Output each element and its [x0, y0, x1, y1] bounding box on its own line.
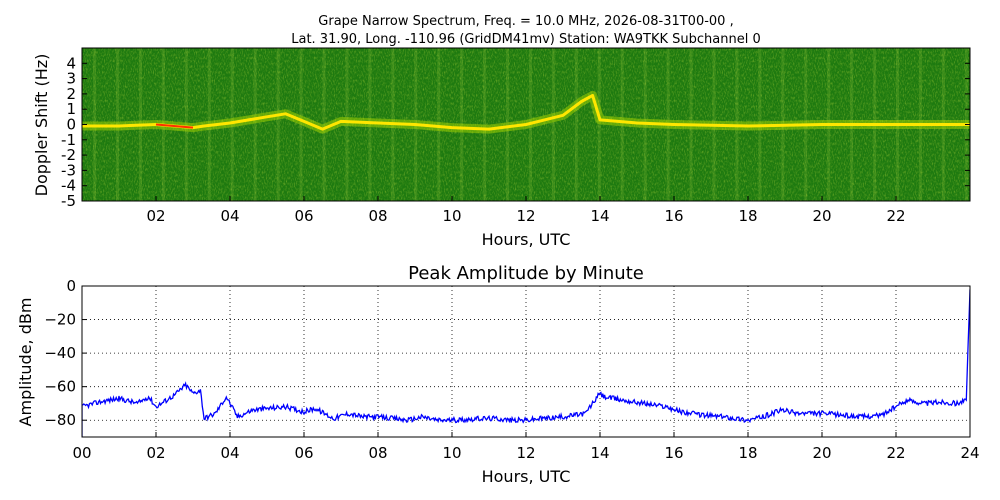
spectrogram-stripe [597, 48, 601, 201]
spectrogram-y-label: Doppler Shift (Hz) [32, 54, 51, 197]
spectrogram-stripe [230, 48, 234, 201]
amplitude-x-tick-label: 12 [516, 444, 535, 462]
spectrogram-y-tick-label: 1 [66, 100, 76, 118]
spectrogram-x-tick-label: 04 [220, 207, 239, 225]
spectrogram-y-tick-label: -4 [61, 177, 76, 195]
spectrogram-y-tick-label: 0 [66, 116, 76, 134]
amplitude-panel: Peak Amplitude by Minute 0 −20 −40 −60 −80 0… [16, 263, 980, 486]
spectrogram-stripe [299, 48, 303, 201]
amplitude-x-tick-label: 06 [294, 444, 313, 462]
amplitude-y-tick-label: 0 [66, 277, 76, 295]
spectrogram-y-tick-label: 2 [66, 85, 76, 103]
amplitude-y-tick-label: −20 [44, 311, 76, 329]
spectrogram-x-label: Hours, UTC [482, 230, 571, 249]
amplitude-y-tick-label: −80 [44, 411, 76, 429]
amplitude-x-tick-label: 10 [442, 444, 461, 462]
amplitude-x-tick-label: 08 [368, 444, 387, 462]
amplitude-y-tick-label: −40 [44, 344, 76, 362]
spectrogram-title-line1: Grape Narrow Spectrum, Freq. = 10.0 MHz,… [318, 14, 733, 29]
spectrogram-y-tick-label: -3 [61, 161, 76, 179]
spectrogram-x-tick-label: 12 [516, 207, 535, 225]
amplitude-series-line [82, 289, 970, 437]
spectrogram-stripe [620, 48, 624, 201]
spectrogram-y-tick-label: 4 [66, 54, 76, 72]
spectrogram-y-tick-label: -2 [61, 146, 76, 164]
spectrogram-x-tick-label: 06 [294, 207, 313, 225]
amplitude-x-tick-label: 22 [886, 444, 905, 462]
amplitude-x-tick-label: 00 [72, 444, 91, 462]
spectrogram-x-tick-label: 02 [146, 207, 165, 225]
amplitude-x-tick-label: 14 [590, 444, 609, 462]
amplitude-x-label: Hours, UTC [482, 467, 571, 486]
spectrogram-x-tick-label: 16 [664, 207, 683, 225]
carrier-trace-hot [155, 123, 194, 129]
spectrogram-stripe [276, 48, 280, 201]
spectrogram-stripe [437, 48, 441, 201]
amplitude-x-tick-label: 04 [220, 444, 239, 462]
amplitude-x-tick-label: 02 [146, 444, 165, 462]
amplitude-y-ticks: 0 −20 −40 −60 −80 [44, 277, 87, 429]
spectrogram-x-tick-label: 20 [812, 207, 831, 225]
spectrogram-stripe [483, 48, 487, 201]
spectrogram-panel: Grape Narrow Spectrum, Freq. = 10.0 MHz,… [32, 14, 971, 249]
amplitude-y-label: Amplitude, dBm [16, 298, 35, 427]
spectrogram-stripe [322, 48, 326, 201]
spectrogram-x-tick-label: 14 [590, 207, 609, 225]
spectrogram-y-tick-label: -1 [61, 131, 76, 149]
spectrogram-stripe [345, 48, 349, 201]
amplitude-x-tick-label: 24 [960, 444, 979, 462]
amplitude-title: Peak Amplitude by Minute [408, 263, 644, 284]
amplitude-x-ticks: 00 02 04 06 08 10 12 14 16 18 20 22 24 [72, 432, 980, 462]
spectrogram-y-tick-label: 3 [66, 70, 76, 88]
spectrogram-y-tick-label: -5 [61, 192, 76, 210]
amplitude-x-tick-label: 18 [738, 444, 757, 462]
spectrogram-x-tick-label: 08 [368, 207, 387, 225]
amplitude-y-tick-label: −60 [44, 378, 76, 396]
amplitude-x-tick-label: 16 [664, 444, 683, 462]
spectrogram-x-tick-label: 22 [886, 207, 905, 225]
spectrogram-stripe [551, 48, 555, 201]
spectrogram-title-line2: Lat. 31.90, Long. -110.96 (GridDM41mv) S… [291, 32, 761, 47]
spectrogram-x-tick-label: 10 [442, 207, 461, 225]
spectrogram-stripe [184, 48, 188, 201]
spectrogram-x-ticks: 02 04 06 08 10 12 14 16 18 20 22 [146, 196, 906, 225]
spectrogram-stripe [368, 48, 372, 201]
carrier-trace [82, 93, 970, 131]
amplitude-x-tick-label: 20 [812, 444, 831, 462]
spectrogram-stripe [253, 48, 257, 201]
spectrogram-stripe [506, 48, 510, 201]
spectrogram-x-tick-label: 18 [738, 207, 757, 225]
spectrogram-stripe [460, 48, 464, 201]
spectrogram-stripe [574, 48, 578, 201]
